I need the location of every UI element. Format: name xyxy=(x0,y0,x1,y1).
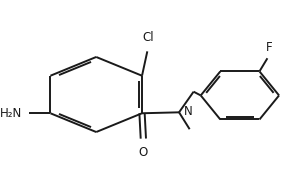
Text: H₂N: H₂N xyxy=(0,107,23,120)
Text: N: N xyxy=(184,105,193,118)
Text: F: F xyxy=(265,41,272,53)
Text: Cl: Cl xyxy=(143,31,155,44)
Text: O: O xyxy=(139,146,148,159)
